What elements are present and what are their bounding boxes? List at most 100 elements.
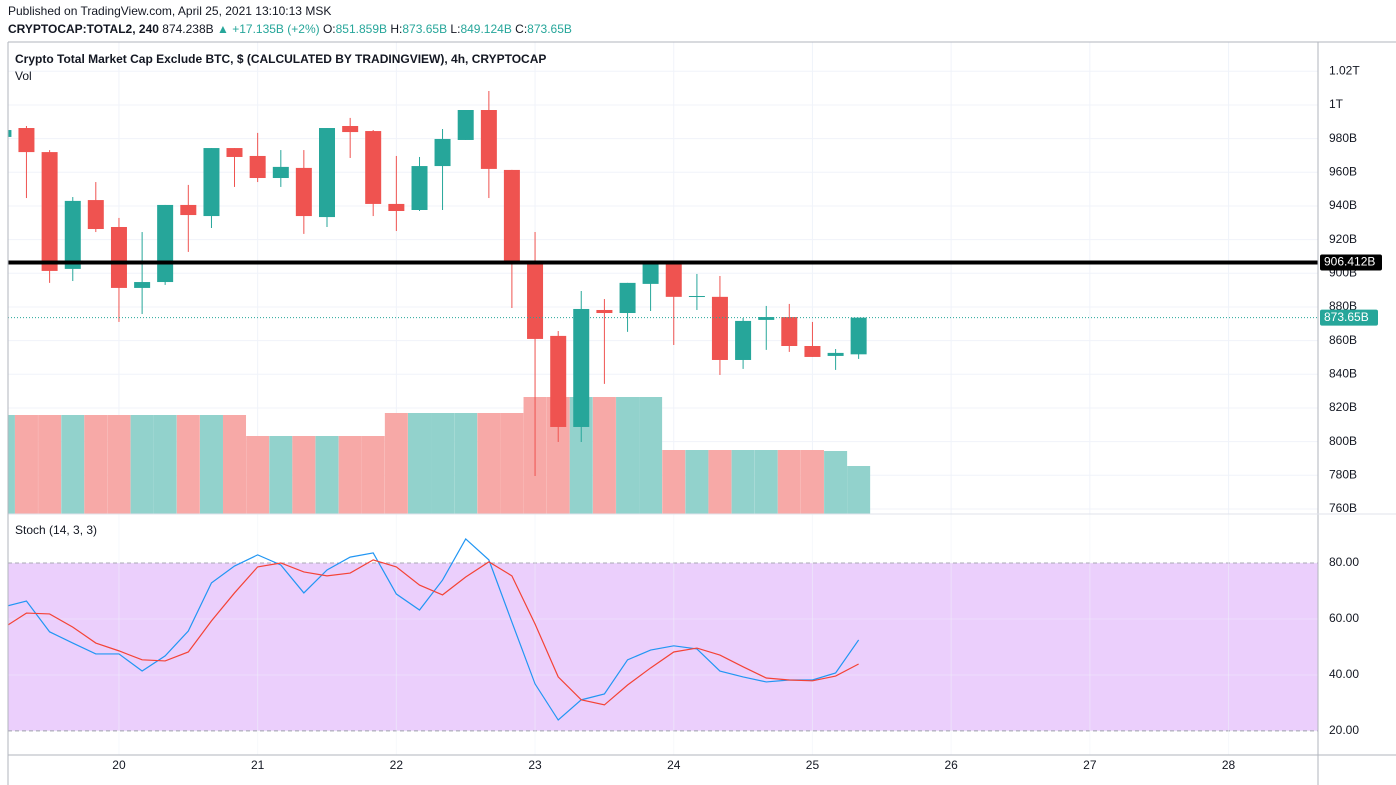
candle-body bbox=[850, 317, 867, 355]
y-tick-label: 780B bbox=[1329, 467, 1357, 481]
candle-body bbox=[180, 204, 197, 216]
symbol-line: CRYPTOCAP:TOTAL2, 240 874.238B ▲ +17.135… bbox=[8, 22, 572, 36]
stoch-title: Stoch (14, 3, 3) bbox=[15, 523, 97, 537]
volume-bar bbox=[662, 450, 686, 514]
volume-bar bbox=[477, 413, 501, 514]
candle-body bbox=[134, 282, 151, 288]
candle-body bbox=[758, 317, 775, 320]
candle-body bbox=[804, 346, 821, 357]
y-tick-label: 880B bbox=[1329, 299, 1357, 313]
x-tick-label: 24 bbox=[667, 758, 681, 772]
candle-body bbox=[64, 200, 81, 269]
candle-body bbox=[503, 169, 520, 263]
candle-body bbox=[203, 148, 220, 217]
candle-body bbox=[249, 155, 266, 179]
volume-bar bbox=[292, 436, 316, 514]
candle-body bbox=[87, 200, 104, 230]
ohlc-value: 873.65B bbox=[402, 22, 447, 36]
candle-body bbox=[319, 128, 336, 218]
volume-bar bbox=[431, 413, 455, 514]
y-tick-label: 40.00 bbox=[1329, 667, 1359, 681]
volume-bar bbox=[153, 415, 177, 514]
candle-body bbox=[411, 166, 428, 210]
last-price-badge bbox=[1320, 309, 1378, 326]
ohlc-key: H: bbox=[390, 22, 402, 36]
volume-bar bbox=[61, 415, 85, 514]
candle-body bbox=[596, 309, 613, 314]
volume-bar bbox=[269, 436, 293, 514]
candle-body bbox=[527, 262, 544, 339]
candle-body bbox=[157, 204, 174, 283]
stoch-line bbox=[8, 537, 860, 721]
candle-body bbox=[8, 130, 12, 137]
y-tick-label: 960B bbox=[1329, 164, 1357, 178]
volume-bar bbox=[454, 413, 478, 514]
candle-body bbox=[342, 125, 359, 133]
level-label: 906.412B bbox=[1324, 255, 1375, 269]
volume-bar bbox=[708, 450, 732, 514]
volume-bar bbox=[408, 413, 432, 514]
volume-bar bbox=[107, 415, 131, 514]
volume-bar bbox=[176, 415, 200, 514]
y-tick-label: 840B bbox=[1329, 366, 1357, 380]
x-tick-label: 25 bbox=[806, 758, 820, 772]
volume-bar bbox=[639, 397, 663, 514]
volume-bar bbox=[847, 466, 871, 514]
candle-body bbox=[665, 264, 682, 297]
candle-body bbox=[272, 166, 289, 179]
candle-body bbox=[711, 296, 728, 360]
y-tick-label: 860B bbox=[1329, 333, 1357, 347]
volume-bar bbox=[361, 436, 385, 514]
candle-body bbox=[18, 128, 35, 153]
x-tick-label: 20 bbox=[112, 758, 126, 772]
x-tick-label: 28 bbox=[1222, 758, 1236, 772]
band bbox=[8, 562, 1318, 731]
x-tick-label: 23 bbox=[528, 758, 542, 772]
ohlc-value: 873.65B bbox=[527, 22, 572, 36]
volume-bar bbox=[8, 415, 15, 514]
volume-bar bbox=[592, 397, 616, 514]
candle-body bbox=[295, 167, 312, 217]
ohlc-key: O: bbox=[323, 22, 336, 36]
candle-body bbox=[457, 110, 474, 140]
volume-bar bbox=[500, 413, 524, 514]
candle-body bbox=[735, 320, 752, 360]
volume-bar bbox=[38, 415, 62, 514]
x-tick-label: 27 bbox=[1083, 758, 1097, 772]
volume-bar bbox=[685, 450, 709, 514]
candle-body bbox=[434, 138, 451, 167]
y-tick-label: 980B bbox=[1329, 131, 1357, 145]
y-tick-label: 60.00 bbox=[1329, 611, 1359, 625]
volume-bar bbox=[14, 415, 38, 514]
stoch-line bbox=[8, 559, 859, 706]
y-tick-label: 1T bbox=[1329, 97, 1344, 111]
ohlc-value: 849.124B bbox=[460, 22, 511, 36]
last-price-label: 873.65B bbox=[1324, 310, 1369, 324]
y-tick-label: 20.00 bbox=[1329, 723, 1359, 737]
x-tick-label: 21 bbox=[251, 758, 265, 772]
change: ▲ +17.135B (+2%) bbox=[217, 22, 320, 36]
candle-body bbox=[619, 282, 636, 314]
volume-bar bbox=[616, 397, 640, 514]
volume-bar bbox=[246, 436, 270, 514]
y-tick-label: 920B bbox=[1329, 232, 1357, 246]
volume-bar bbox=[84, 415, 108, 514]
volume-bar bbox=[384, 413, 408, 514]
candle-body bbox=[41, 152, 58, 271]
candle-body bbox=[226, 148, 243, 157]
y-tick-label: 940B bbox=[1329, 198, 1357, 212]
volume-bar bbox=[800, 450, 824, 514]
candle-body bbox=[688, 296, 705, 298]
pane-title: Crypto Total Market Cap Exclude BTC, $ (… bbox=[15, 52, 546, 66]
y-tick-label: 800B bbox=[1329, 434, 1357, 448]
candle-body bbox=[110, 226, 127, 288]
level-badge bbox=[1320, 254, 1382, 271]
x-tick-label: 26 bbox=[944, 758, 958, 772]
candle-body bbox=[573, 308, 590, 427]
volume-bar bbox=[130, 415, 154, 514]
published-note: Published on TradingView.com, April 25, … bbox=[8, 4, 331, 18]
candle-body bbox=[781, 317, 798, 347]
volume-bar bbox=[754, 450, 778, 514]
candle-body bbox=[550, 335, 567, 427]
volume-bar bbox=[315, 436, 339, 514]
